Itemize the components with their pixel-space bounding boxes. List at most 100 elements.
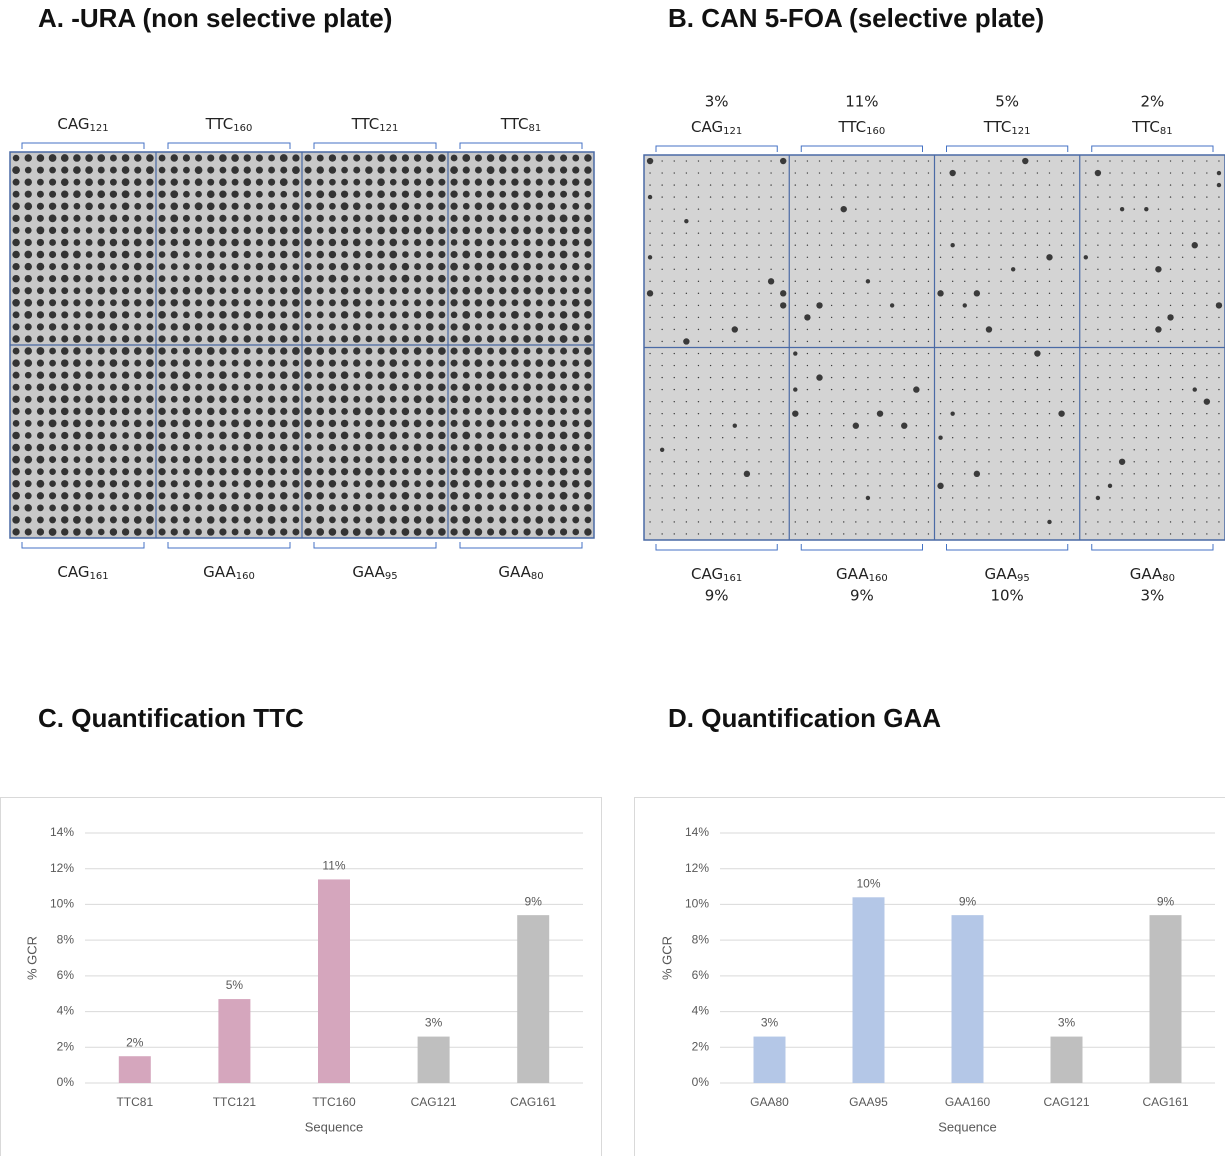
colony bbox=[674, 329, 675, 330]
colony bbox=[1218, 233, 1219, 234]
colony bbox=[414, 335, 421, 342]
colony bbox=[451, 347, 458, 354]
colony bbox=[207, 239, 215, 247]
colony bbox=[232, 444, 239, 451]
colony bbox=[1000, 172, 1001, 173]
colony bbox=[1097, 305, 1098, 306]
colony bbox=[146, 227, 153, 234]
colony bbox=[390, 529, 397, 536]
colony bbox=[61, 167, 68, 174]
colony bbox=[85, 468, 93, 476]
colony bbox=[584, 263, 591, 270]
colony bbox=[475, 299, 482, 306]
colony bbox=[244, 311, 251, 318]
colony bbox=[572, 408, 579, 415]
colony bbox=[171, 227, 178, 234]
colony bbox=[146, 179, 153, 186]
colony bbox=[341, 480, 348, 487]
colony bbox=[674, 377, 675, 378]
bracket bbox=[656, 544, 777, 550]
colony bbox=[916, 317, 917, 318]
colony bbox=[807, 208, 808, 209]
panel-title: C. Quantification TTC bbox=[38, 703, 304, 733]
colony bbox=[843, 353, 844, 354]
colony bbox=[548, 528, 555, 535]
colony bbox=[770, 509, 771, 510]
colony bbox=[244, 432, 251, 439]
colony bbox=[450, 372, 457, 379]
colony bbox=[37, 179, 44, 186]
colony bbox=[414, 456, 421, 463]
colony bbox=[49, 360, 56, 367]
colony bbox=[1217, 171, 1221, 175]
label-base: GAA bbox=[836, 565, 869, 583]
colony bbox=[1218, 329, 1219, 330]
colony bbox=[390, 191, 397, 198]
colony bbox=[49, 227, 56, 234]
colony bbox=[1134, 533, 1135, 534]
colony bbox=[686, 269, 687, 270]
colony bbox=[438, 408, 445, 415]
colony bbox=[523, 203, 530, 210]
colony bbox=[572, 263, 579, 270]
plate-label: TTC81 bbox=[500, 115, 541, 135]
colony bbox=[536, 468, 543, 475]
colony bbox=[807, 521, 808, 522]
colony bbox=[1194, 353, 1195, 354]
colony bbox=[831, 401, 832, 402]
colony bbox=[316, 190, 324, 198]
colony bbox=[952, 305, 953, 306]
colony bbox=[426, 348, 433, 355]
colony bbox=[1012, 413, 1013, 414]
colony bbox=[256, 179, 263, 186]
colony bbox=[536, 396, 543, 403]
colony bbox=[37, 239, 44, 246]
colony bbox=[1146, 196, 1147, 197]
colony bbox=[1012, 196, 1013, 197]
colony bbox=[329, 456, 336, 463]
colony bbox=[964, 281, 965, 282]
colony bbox=[1121, 377, 1122, 378]
colony bbox=[1012, 184, 1013, 185]
colony bbox=[584, 299, 591, 306]
colony bbox=[1121, 172, 1122, 173]
colony bbox=[329, 323, 336, 330]
colony bbox=[1109, 521, 1110, 522]
colony bbox=[122, 190, 130, 198]
colony bbox=[649, 172, 650, 173]
colony bbox=[244, 239, 251, 246]
colony bbox=[110, 191, 117, 198]
colony bbox=[1146, 413, 1147, 414]
colony bbox=[1182, 521, 1183, 522]
colony bbox=[463, 275, 470, 282]
colony bbox=[976, 449, 977, 450]
colony bbox=[499, 516, 506, 523]
bracket bbox=[1092, 544, 1213, 550]
colony bbox=[560, 456, 567, 463]
colony bbox=[1194, 196, 1195, 197]
colony bbox=[780, 290, 786, 296]
colony bbox=[770, 365, 771, 366]
colony bbox=[855, 220, 856, 221]
colony bbox=[146, 396, 153, 403]
colony bbox=[426, 408, 433, 415]
colony bbox=[964, 293, 965, 294]
colony bbox=[110, 167, 117, 174]
colony bbox=[916, 208, 917, 209]
colony bbox=[426, 420, 433, 427]
colony bbox=[686, 449, 687, 450]
colony bbox=[661, 269, 662, 270]
colony bbox=[535, 323, 543, 331]
colony bbox=[722, 389, 723, 390]
colony bbox=[462, 383, 470, 391]
colony bbox=[1206, 293, 1207, 294]
colony bbox=[1073, 365, 1074, 366]
colony bbox=[1182, 401, 1183, 402]
colony bbox=[256, 504, 264, 512]
colony bbox=[710, 293, 711, 294]
colony bbox=[438, 372, 445, 379]
colony bbox=[782, 257, 783, 258]
colony bbox=[560, 528, 567, 535]
colony bbox=[879, 509, 880, 510]
colony bbox=[988, 269, 989, 270]
